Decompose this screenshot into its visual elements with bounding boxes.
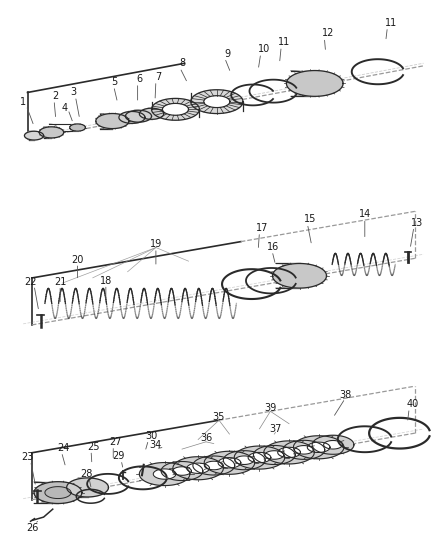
Text: 21: 21: [54, 277, 66, 287]
Polygon shape: [205, 461, 223, 470]
Text: 14: 14: [359, 209, 371, 220]
Text: 15: 15: [304, 214, 317, 224]
Text: 4: 4: [61, 103, 67, 112]
Polygon shape: [161, 462, 203, 481]
Text: 37: 37: [269, 424, 282, 434]
Polygon shape: [234, 446, 285, 469]
Polygon shape: [278, 447, 300, 458]
Polygon shape: [67, 478, 109, 497]
Polygon shape: [96, 114, 129, 128]
Text: 22: 22: [25, 277, 37, 287]
Text: 28: 28: [80, 469, 92, 479]
Polygon shape: [45, 487, 71, 498]
Polygon shape: [286, 70, 343, 96]
Polygon shape: [187, 463, 209, 473]
Text: 38: 38: [339, 390, 351, 400]
Polygon shape: [193, 456, 235, 475]
Text: 3: 3: [70, 87, 76, 97]
Polygon shape: [125, 110, 152, 122]
Polygon shape: [191, 90, 243, 114]
Polygon shape: [223, 451, 265, 470]
Polygon shape: [39, 127, 64, 138]
Text: 6: 6: [137, 74, 143, 84]
Polygon shape: [34, 482, 82, 504]
Text: 23: 23: [21, 452, 34, 462]
Polygon shape: [204, 96, 230, 108]
Polygon shape: [153, 469, 176, 479]
Text: 16: 16: [267, 242, 279, 252]
Text: 8: 8: [179, 59, 185, 68]
Text: 30: 30: [145, 431, 158, 441]
Text: 39: 39: [264, 402, 276, 413]
Polygon shape: [254, 446, 295, 464]
Text: 29: 29: [113, 451, 125, 461]
Polygon shape: [152, 99, 199, 120]
Polygon shape: [70, 124, 85, 131]
Polygon shape: [294, 446, 313, 454]
Text: 26: 26: [27, 522, 39, 532]
Polygon shape: [324, 440, 343, 449]
Polygon shape: [235, 456, 254, 464]
Text: 1: 1: [20, 96, 26, 107]
Text: 11: 11: [278, 37, 290, 47]
Polygon shape: [204, 451, 254, 474]
Polygon shape: [139, 463, 190, 486]
Text: 9: 9: [225, 49, 231, 59]
Polygon shape: [264, 441, 314, 464]
Polygon shape: [162, 103, 188, 115]
Text: 13: 13: [411, 218, 423, 228]
Text: 36: 36: [200, 433, 212, 443]
Polygon shape: [25, 131, 44, 140]
Polygon shape: [307, 442, 330, 453]
Polygon shape: [218, 458, 241, 468]
Polygon shape: [139, 108, 164, 119]
Text: 18: 18: [100, 276, 112, 286]
Text: 24: 24: [57, 443, 69, 453]
Text: 12: 12: [321, 28, 334, 38]
Polygon shape: [265, 451, 284, 459]
Text: 2: 2: [52, 91, 58, 101]
Polygon shape: [173, 457, 223, 480]
Text: 40: 40: [406, 400, 419, 409]
Polygon shape: [119, 111, 145, 123]
Polygon shape: [293, 436, 344, 459]
Text: 35: 35: [213, 411, 225, 422]
Text: 34: 34: [150, 440, 162, 450]
Polygon shape: [248, 453, 271, 463]
Polygon shape: [283, 440, 325, 459]
Text: 11: 11: [385, 18, 397, 28]
Polygon shape: [272, 263, 326, 288]
Polygon shape: [173, 467, 191, 475]
Text: 19: 19: [150, 239, 162, 249]
Text: 7: 7: [155, 72, 161, 82]
Text: 17: 17: [256, 223, 268, 233]
Text: 27: 27: [110, 437, 122, 447]
Polygon shape: [312, 435, 354, 454]
Text: 20: 20: [71, 255, 84, 264]
Text: 10: 10: [258, 44, 270, 54]
Text: 25: 25: [87, 442, 99, 452]
Text: 5: 5: [111, 77, 118, 87]
